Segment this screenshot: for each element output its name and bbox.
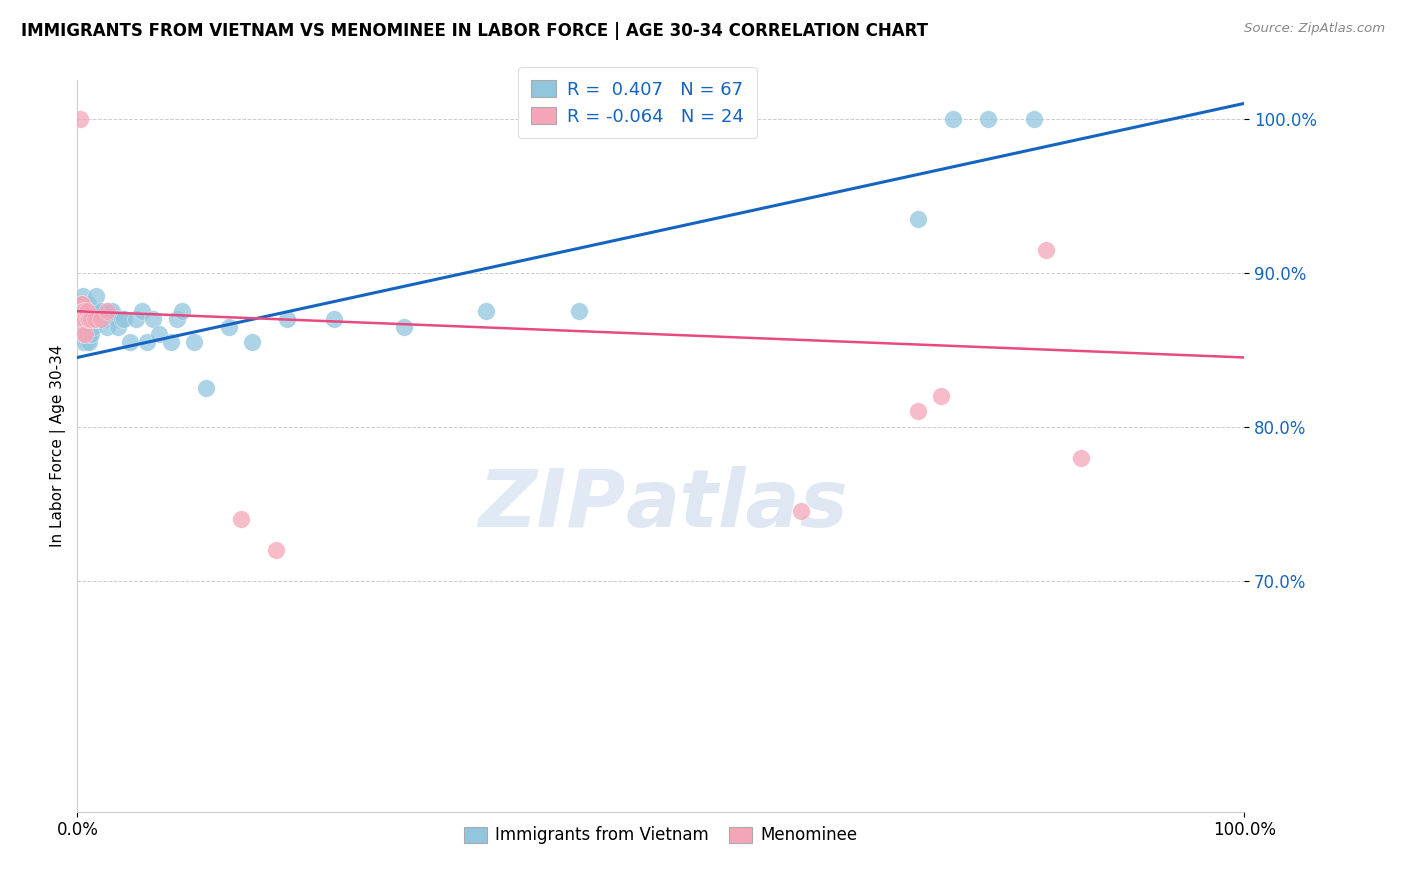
Point: [392, 319, 415, 334]
Point: [79, 327, 101, 342]
Point: [80, 327, 103, 342]
Point: [142, 312, 165, 326]
Point: [101, 304, 124, 318]
Point: [1024, 112, 1046, 126]
Point: [70, 327, 93, 342]
Point: [242, 334, 264, 349]
Point: [75, 334, 97, 349]
Point: [83, 312, 105, 326]
Point: [75, 312, 97, 326]
Point: [76, 327, 98, 342]
Point: [69, 296, 91, 310]
Point: [76, 312, 98, 326]
Y-axis label: In Labor Force | Age 30-34: In Labor Force | Age 30-34: [51, 344, 66, 548]
Point: [976, 112, 998, 126]
Point: [568, 304, 591, 318]
Point: [96, 304, 118, 318]
Point: [194, 381, 217, 395]
Text: atlas: atlas: [626, 466, 849, 543]
Point: [87, 312, 110, 326]
Point: [166, 312, 188, 326]
Point: [131, 304, 153, 318]
Point: [76, 334, 98, 349]
Point: [90, 312, 112, 326]
Point: [77, 312, 100, 326]
Point: [1035, 243, 1057, 257]
Point: [76, 296, 98, 310]
Point: [83, 304, 105, 318]
Text: IMMIGRANTS FROM VIETNAM VS MENOMINEE IN LABOR FORCE | AGE 30-34 CORRELATION CHAR: IMMIGRANTS FROM VIETNAM VS MENOMINEE IN …: [21, 22, 928, 40]
Point: [73, 304, 96, 318]
Point: [75, 327, 97, 342]
Point: [124, 312, 148, 326]
Point: [80, 304, 103, 318]
Point: [323, 312, 346, 326]
Point: [96, 319, 118, 334]
Point: [80, 312, 103, 326]
Point: [86, 312, 108, 326]
Point: [72, 304, 94, 318]
Point: [107, 319, 129, 334]
Legend: Immigrants from Vietnam, Menominee: Immigrants from Vietnam, Menominee: [457, 820, 865, 851]
Point: [90, 304, 112, 318]
Point: [72, 334, 94, 349]
Point: [148, 327, 170, 342]
Point: [929, 389, 952, 403]
Point: [69, 312, 91, 326]
Point: [69, 327, 91, 342]
Point: [76, 304, 98, 318]
Point: [111, 312, 134, 326]
Point: [82, 304, 104, 318]
Point: [112, 312, 135, 326]
Point: [77, 334, 100, 349]
Point: [83, 312, 105, 326]
Point: [69, 112, 91, 126]
Point: [97, 304, 120, 318]
Point: [69, 296, 91, 310]
Point: [172, 304, 194, 318]
Point: [1070, 450, 1092, 465]
Point: [790, 504, 813, 518]
Point: [72, 327, 94, 342]
Point: [907, 211, 929, 226]
Point: [75, 304, 97, 318]
Text: Source: ZipAtlas.com: Source: ZipAtlas.com: [1244, 22, 1385, 36]
Point: [75, 312, 97, 326]
Point: [104, 312, 127, 326]
Point: [72, 289, 94, 303]
Point: [218, 319, 240, 334]
Point: [76, 304, 98, 318]
Point: [76, 312, 98, 326]
Point: [77, 319, 100, 334]
Point: [91, 312, 114, 326]
Point: [72, 304, 94, 318]
Point: [84, 289, 107, 303]
Point: [70, 312, 93, 326]
Point: [159, 334, 181, 349]
Point: [73, 304, 96, 318]
Point: [942, 112, 965, 126]
Point: [183, 334, 205, 349]
Point: [264, 543, 287, 558]
Point: [73, 334, 96, 349]
Point: [229, 512, 252, 526]
Point: [72, 319, 94, 334]
Point: [907, 404, 929, 418]
Point: [76, 312, 98, 326]
Point: [77, 304, 100, 318]
Point: [82, 319, 104, 334]
Point: [276, 312, 298, 326]
Point: [474, 304, 498, 318]
Point: [94, 312, 117, 326]
Point: [70, 296, 93, 310]
Point: [118, 334, 141, 349]
Point: [79, 312, 101, 326]
Point: [69, 312, 91, 326]
Point: [73, 319, 96, 334]
Point: [72, 312, 94, 326]
Text: ZIP: ZIP: [478, 466, 626, 543]
Point: [136, 334, 159, 349]
